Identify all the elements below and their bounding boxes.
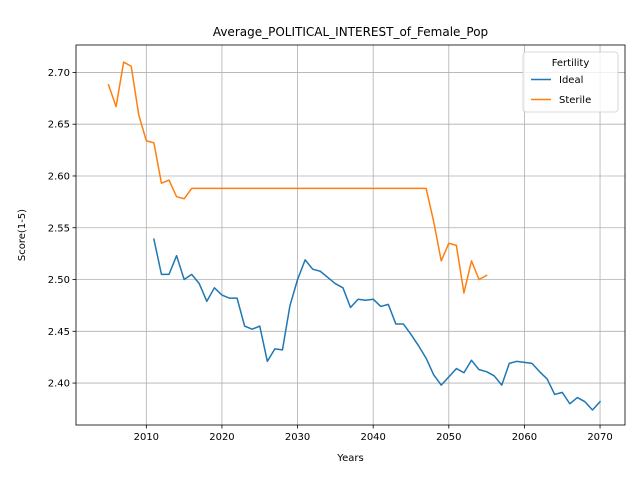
- legend: Fertility Ideal Sterile: [522, 51, 619, 113]
- legend-items: Ideal Sterile: [531, 75, 591, 106]
- y-tick-label: 2.65: [48, 120, 70, 131]
- series-line-sterile: [107, 61, 488, 294]
- y-tick-label: 2.50: [48, 275, 70, 286]
- y-axis: 2.40 2.45 2.50 2.55 2.60 2.65 2.70: [48, 68, 76, 390]
- legend-box: [522, 51, 619, 113]
- y-tick-label: 2.40: [48, 379, 70, 390]
- x-axis-label: Years: [336, 453, 363, 464]
- chart-title: Average_POLITICAL_INTEREST_of_Female_Pop: [213, 25, 488, 39]
- x-axis: 2010 2020 2030 2040 2050 2060 2070: [134, 425, 613, 443]
- y-tick-label: 2.60: [48, 171, 70, 182]
- x-tick-label: 2060: [512, 432, 537, 443]
- x-tick-label: 2050: [436, 432, 461, 443]
- y-tick-label: 2.70: [48, 68, 70, 79]
- x-tick-label: 2030: [285, 432, 310, 443]
- series-layer: [107, 61, 602, 411]
- plot-frame: [75, 44, 626, 426]
- y-tick-label: 2.55: [48, 223, 70, 234]
- x-tick-label: 2010: [134, 432, 159, 443]
- legend-label: Ideal: [559, 75, 583, 86]
- legend-title: Fertility: [552, 58, 590, 69]
- y-axis-label: Score(1-5): [17, 209, 28, 261]
- x-tick-label: 2020: [209, 432, 234, 443]
- legend-label: Sterile: [559, 95, 591, 106]
- y-tick-label: 2.45: [48, 327, 70, 338]
- series-line-ideal: [152, 238, 602, 411]
- x-tick-label: 2070: [587, 432, 612, 443]
- x-tick-label: 2040: [360, 432, 385, 443]
